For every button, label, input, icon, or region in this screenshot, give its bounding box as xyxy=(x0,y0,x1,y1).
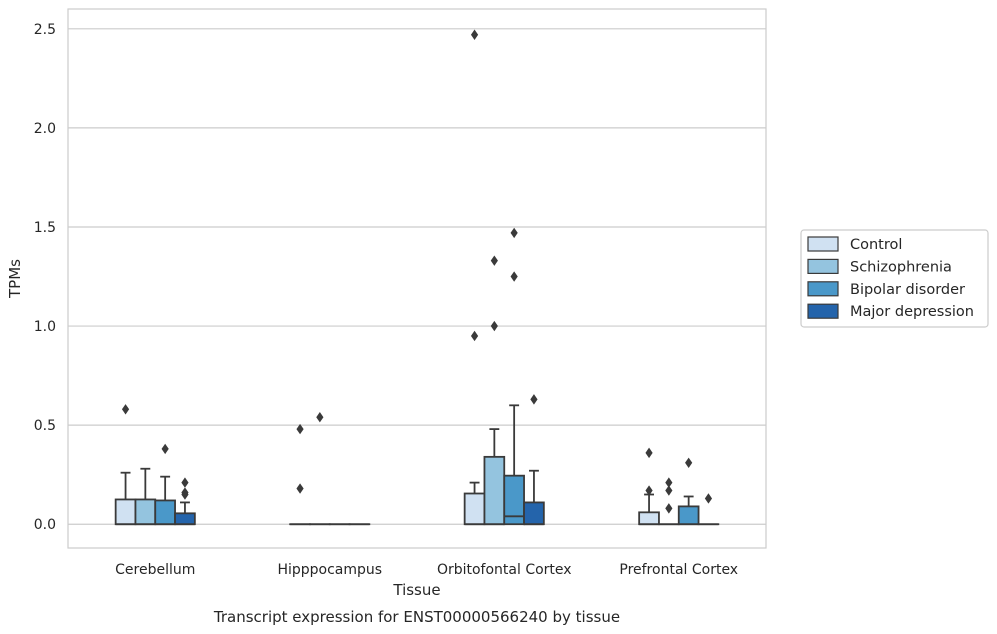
y-tick-label: 0.5 xyxy=(34,418,56,434)
plot-frame xyxy=(67,8,767,549)
box-body xyxy=(523,501,545,526)
outlier-point xyxy=(490,320,498,332)
box-bipolar-disorder xyxy=(154,443,176,526)
box-body xyxy=(174,512,196,526)
legend-label: Schizophrenia xyxy=(850,259,952,275)
y-tick-label: 2.5 xyxy=(34,22,56,38)
outlier-point xyxy=(645,485,653,496)
outlier-point xyxy=(316,412,324,423)
gridlines xyxy=(68,28,766,525)
y-axis-ticks: 0.0 0.5 1.0 1.5 2.0 2.5 xyxy=(34,22,56,533)
box-schizophrenia xyxy=(483,255,506,526)
outlier-point xyxy=(510,227,518,239)
box-control xyxy=(463,29,486,526)
y-axis-label: TPMs xyxy=(6,259,24,299)
box-body xyxy=(134,498,157,526)
box-bipolar-disorder xyxy=(503,227,525,526)
outlier-point xyxy=(490,255,498,266)
outlier-point xyxy=(645,447,653,459)
x-tick-label: Hipppocampus xyxy=(277,562,382,578)
outlier-point xyxy=(704,493,713,504)
x-axis-ticks: Cerebellum Hipppocampus Orbitofontal Corte… xyxy=(115,562,738,578)
outlier-point xyxy=(665,503,673,514)
box-body xyxy=(638,511,660,526)
x-tick-label: Orbitofontal Cortex xyxy=(437,562,572,578)
legend-swatch xyxy=(807,281,839,297)
box-control xyxy=(114,404,137,526)
legend-swatch xyxy=(807,303,839,319)
legend-swatch xyxy=(807,258,839,274)
x-tick-label: Prefrontal Cortex xyxy=(619,562,738,578)
outlier-point xyxy=(470,29,479,40)
box-body xyxy=(154,499,176,526)
box-major-depression xyxy=(697,493,720,526)
box-bipolar-disorder xyxy=(677,457,700,526)
legend-label: Major depression xyxy=(850,304,974,320)
y-tick-label: 1.0 xyxy=(34,319,56,335)
box-schizophrenia xyxy=(134,467,157,526)
outlier-point xyxy=(665,485,673,496)
box-schizophrenia xyxy=(658,477,680,526)
outlier-point xyxy=(296,483,304,494)
legend-label: Bipolar disorder xyxy=(850,282,965,298)
box-control xyxy=(638,447,660,526)
outlier-point xyxy=(530,394,538,405)
x-axis-label: Tissue xyxy=(392,581,440,599)
legend-label: Control xyxy=(850,237,902,253)
outlier-point xyxy=(296,423,304,435)
chart-title: Transcript expression for ENST0000056624… xyxy=(213,608,620,626)
x-tick-label: Cerebellum xyxy=(115,562,195,578)
outlier-point xyxy=(510,271,518,282)
outlier-point xyxy=(161,443,169,455)
box-body xyxy=(483,455,506,526)
boxes xyxy=(114,29,720,526)
outlier-point xyxy=(181,477,189,488)
legend-swatch xyxy=(807,236,839,252)
box-body xyxy=(463,492,486,526)
box-body xyxy=(503,474,525,526)
y-tick-label: 0.0 xyxy=(34,517,56,533)
outlier-point xyxy=(121,404,130,415)
box-body xyxy=(677,505,700,526)
box-major-depression xyxy=(523,394,545,526)
outlier-point xyxy=(470,330,479,342)
legend: Control Schizophrenia Bipolar disorder Majo… xyxy=(800,229,989,328)
legend-frame xyxy=(800,229,989,328)
y-tick-label: 1.5 xyxy=(34,220,56,236)
outlier-point xyxy=(181,487,189,498)
box-schizophrenia xyxy=(309,412,331,526)
y-tick-label: 2.0 xyxy=(34,121,56,137)
outlier-point xyxy=(665,477,673,488)
outlier-point xyxy=(685,457,693,468)
box-major-depression xyxy=(174,477,196,526)
box-body xyxy=(114,498,137,526)
box-control xyxy=(289,423,311,526)
